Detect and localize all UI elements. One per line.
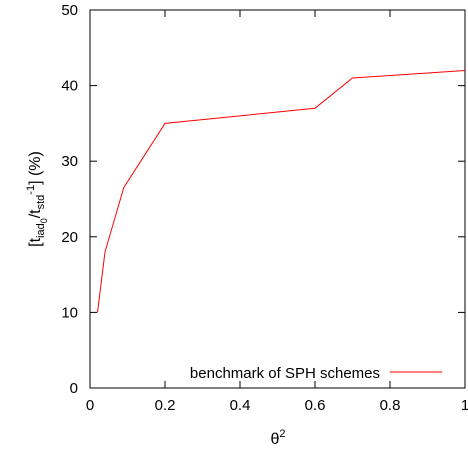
legend: benchmark of SPH schemes xyxy=(190,365,442,382)
y-tick-label: 10 xyxy=(61,304,78,321)
y-tick-label: 40 xyxy=(61,78,78,95)
x-tick-label: 1 xyxy=(461,397,468,414)
x-tick-label: 0.4 xyxy=(230,397,251,414)
x-tick-label: 0.8 xyxy=(380,397,401,414)
x-tick-label: 0.6 xyxy=(305,397,326,414)
y-axis-label: [tiad0/tstd-1] (%) xyxy=(25,151,49,247)
y-tick-label: 20 xyxy=(61,229,78,246)
legend-label: benchmark of SPH schemes xyxy=(190,365,380,382)
axis-ticks xyxy=(89,9,466,389)
series-line xyxy=(97,69,466,313)
y-tick-label: 0 xyxy=(70,380,78,397)
plot-frame xyxy=(89,9,466,389)
y-tick-label: 50 xyxy=(61,2,78,19)
series-layer xyxy=(97,69,466,313)
x-axis-label: θ2 xyxy=(270,428,285,448)
y-tick-label: 30 xyxy=(61,153,78,170)
x-tick-label: 0 xyxy=(86,397,94,414)
x-tick-label: 0.2 xyxy=(155,397,176,414)
